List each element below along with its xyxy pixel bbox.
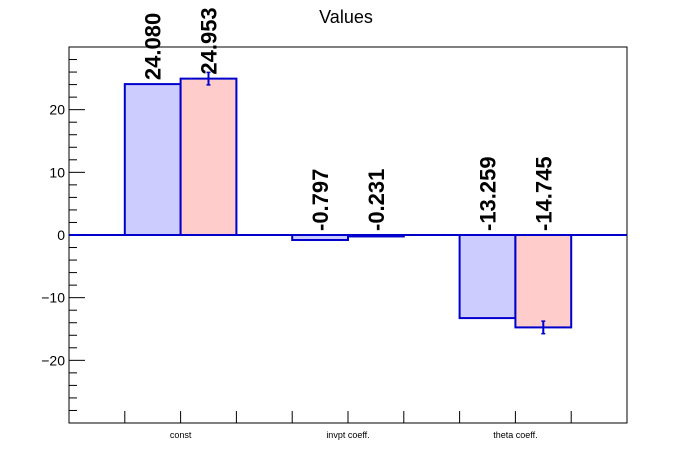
y-tick-label: 20 [49, 102, 65, 118]
y-axis: −20 −10 0 10 20 [41, 59, 85, 411]
x-category-label: invpt coeff. [326, 430, 369, 440]
error-bars [206, 71, 546, 335]
chart-title: Values [319, 7, 373, 27]
data-label: -0.231 [364, 169, 389, 231]
bar [179, 77, 238, 236]
data-labels: 24.080 -0.797 -13.259 24.953 -0.231 -14.745 [141, 7, 557, 231]
bar [514, 234, 573, 329]
data-label: 24.080 [141, 13, 166, 80]
y-tick-label: −20 [41, 352, 65, 368]
bar [123, 83, 182, 236]
x-axis: const invpt coeff. theta coeff. [124, 411, 572, 440]
x-category-label: theta coeff. [493, 430, 537, 440]
y-tick-label: 10 [49, 164, 65, 180]
data-label: -0.797 [308, 169, 333, 231]
y-tick-label: −10 [41, 290, 65, 306]
data-label: 24.953 [197, 7, 222, 74]
data-label: -14.745 [531, 156, 556, 231]
bars [123, 77, 573, 329]
y-tick-label: 0 [57, 227, 65, 243]
bar [458, 234, 517, 320]
data-label: -13.259 [476, 156, 501, 231]
x-category-label: const [170, 430, 192, 440]
